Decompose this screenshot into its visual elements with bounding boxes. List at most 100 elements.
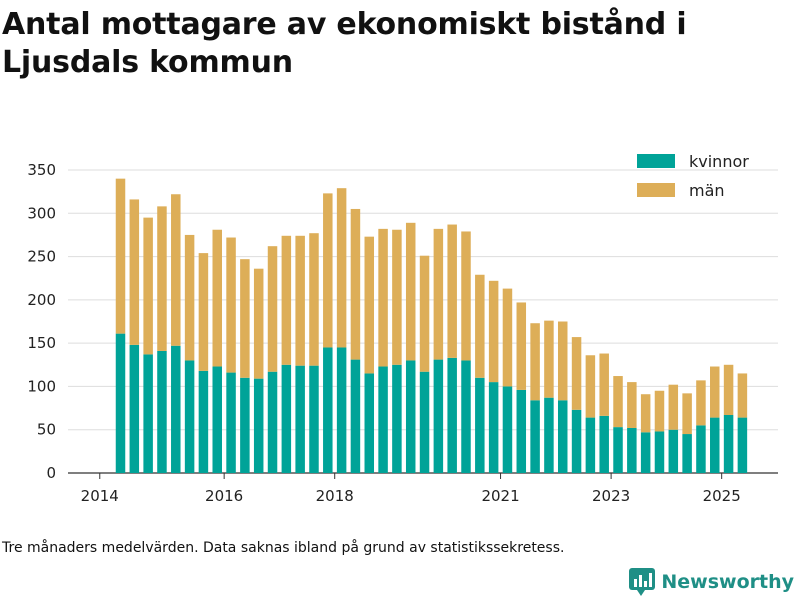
bar-man (461, 231, 471, 361)
legend-label-kvinnor: kvinnor (689, 152, 749, 171)
bar-man (571, 337, 582, 410)
bar-man (433, 228, 444, 360)
bar-man (281, 235, 292, 365)
bar-kvinnor (212, 366, 222, 473)
bar-man (544, 320, 554, 398)
bar-kvinnor (433, 359, 444, 473)
bar-man (240, 259, 250, 378)
bar-kvinnor (654, 431, 665, 473)
bar-kvinnor (668, 429, 679, 473)
bar-kvinnor (461, 360, 471, 473)
x-axis-ticks: 2014 2016 2018 2021 2023 2025 (81, 473, 741, 505)
bar-man (530, 323, 540, 401)
bar-kvinnor (585, 417, 596, 473)
legend-swatch-man (637, 183, 675, 197)
bar-man (627, 382, 637, 428)
bar-kvinnor (350, 359, 361, 473)
bar-man (723, 364, 734, 415)
bar-kvinnor (710, 417, 720, 473)
bar-kvinnor (364, 373, 375, 473)
bar-kvinnor (253, 378, 264, 473)
bar-man (171, 194, 181, 346)
y-tick-label: 0 (46, 464, 56, 482)
bar-kvinnor (613, 427, 623, 473)
y-tick-label: 300 (27, 204, 56, 222)
y-tick-label: 150 (27, 334, 56, 352)
bar-man (654, 390, 665, 432)
bar-kvinnor (696, 425, 706, 473)
bar-man (419, 255, 430, 372)
bar-man (585, 355, 596, 418)
bar-man (198, 253, 209, 371)
bar-kvinnor (447, 357, 457, 473)
bar-man (475, 274, 485, 378)
bars-group (115, 178, 748, 473)
bar-man (502, 288, 513, 387)
bar-kvinnor (405, 360, 416, 473)
bar-man (599, 353, 609, 416)
y-tick-label: 50 (37, 421, 56, 439)
bar-kvinnor (281, 364, 292, 473)
bar-kvinnor (157, 350, 167, 473)
bar-kvinnor (336, 347, 347, 473)
y-tick-label: 250 (27, 248, 56, 266)
bar-kvinnor (571, 409, 582, 473)
bar-man (253, 268, 264, 379)
bar-kvinnor (557, 400, 568, 473)
legend: kvinnor män (637, 152, 749, 200)
bar-man (336, 188, 347, 348)
bar-kvinnor (171, 345, 181, 473)
bar-kvinnor (682, 434, 692, 473)
bar-kvinnor (378, 366, 388, 473)
bar-kvinnor (184, 360, 195, 473)
x-tick-label: 2021 (481, 487, 519, 505)
bar-kvinnor (502, 386, 513, 473)
bar-man (115, 178, 126, 334)
legend-swatch-kvinnor (637, 154, 675, 168)
x-tick-label: 2014 (81, 487, 119, 505)
bar-man (364, 236, 375, 374)
bar-man (682, 393, 692, 435)
bar-kvinnor (295, 365, 305, 473)
bar-kvinnor (475, 377, 485, 473)
bar-kvinnor (129, 344, 140, 473)
footnote: Tre månaders medelvärden. Data saknas ib… (2, 540, 565, 556)
bar-kvinnor (198, 370, 209, 473)
bar-man (668, 384, 679, 430)
bar-man (696, 380, 706, 426)
x-tick-label: 2023 (592, 487, 630, 505)
bar-man (157, 206, 167, 351)
newsworthy-logo[interactable]: Newsworthy (629, 568, 794, 596)
bar-man (267, 246, 278, 372)
bar-man (516, 302, 527, 390)
bar-kvinnor (143, 354, 153, 473)
bar-chart-logo-icon (629, 568, 656, 596)
bar-man (129, 199, 140, 345)
bar-man (184, 234, 195, 361)
x-tick-label: 2025 (703, 487, 741, 505)
brand-name: Newsworthy (661, 571, 794, 593)
bar-kvinnor (516, 389, 527, 473)
bar-man (405, 222, 416, 361)
chart-title: Antal mottagare av ekonomiskt bistånd i … (2, 7, 687, 80)
bar-kvinnor (488, 382, 499, 473)
bar-kvinnor (267, 371, 278, 473)
legend-label-man: män (689, 181, 725, 200)
bar-man (295, 235, 305, 366)
bar-man (378, 228, 388, 367)
y-tick-label: 350 (27, 161, 56, 179)
bar-kvinnor (240, 377, 250, 473)
x-tick-label: 2016 (205, 487, 243, 505)
bar-kvinnor (737, 417, 748, 473)
bar-kvinnor (323, 347, 333, 473)
bar-man (309, 233, 319, 366)
bar-man (350, 208, 361, 360)
bar-man (488, 280, 499, 383)
bar-man (392, 229, 402, 365)
bar-man (212, 229, 222, 367)
bar-man (447, 224, 457, 358)
bar-man (226, 237, 236, 373)
bar-kvinnor (723, 414, 734, 473)
y-tick-label: 100 (27, 377, 56, 395)
